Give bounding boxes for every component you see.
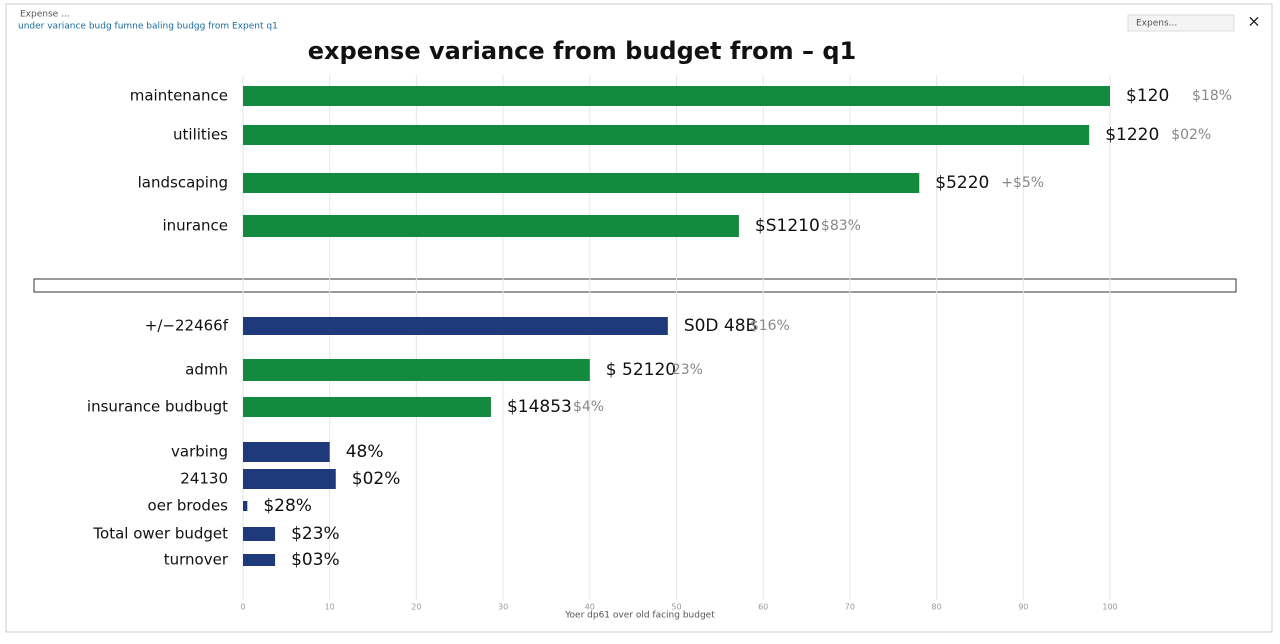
bar: [243, 554, 276, 566]
category-label: insurance budbugt: [87, 398, 228, 416]
x-tick-label: 100: [1102, 603, 1117, 612]
variance-label: $83%: [821, 218, 861, 234]
variance-label: $4%: [573, 399, 604, 415]
amount-label: $120: [1126, 86, 1169, 106]
bar: [243, 215, 739, 237]
category-label: maintenance: [130, 87, 228, 105]
search-box[interactable]: [1127, 14, 1235, 32]
category-label: Total ower budget: [92, 525, 228, 543]
bar: [243, 527, 276, 541]
amount-label: $28%: [263, 496, 312, 516]
x-tick-label: 0: [240, 603, 245, 612]
category-label: +/−22466f: [145, 317, 229, 335]
variance-label: $16%: [750, 318, 790, 334]
amount-label: $02%: [352, 469, 401, 489]
amount-label: $23%: [291, 524, 340, 544]
amount-label: $03%: [291, 550, 340, 570]
amount-label: 48%: [346, 442, 384, 462]
bar: [243, 469, 336, 489]
category-label: 24130: [180, 470, 228, 488]
x-tick-label: 50: [671, 603, 681, 612]
window-title: Expense ...: [20, 10, 70, 20]
amount-label: $5220: [935, 173, 989, 193]
category-label: oer brodes: [148, 497, 229, 515]
x-tick-label: 90: [1018, 603, 1028, 612]
x-tick-label: 40: [585, 603, 595, 612]
amount-label: $1220: [1105, 125, 1159, 145]
x-tick-label: 10: [325, 603, 335, 612]
footer: Yoer dp61 over old facing budget: [564, 611, 715, 621]
x-tick-label: 30: [498, 603, 508, 612]
close-button[interactable]: ×: [1247, 12, 1260, 31]
search-text: Expens...: [1136, 19, 1177, 29]
divider: [33, 278, 1237, 293]
variance-label: $18%: [1192, 88, 1232, 104]
category-label: varbing: [171, 443, 228, 461]
bar: [243, 173, 920, 193]
category-label: utilities: [173, 126, 228, 144]
variance-label: +$5%: [1001, 175, 1044, 191]
bar: [243, 359, 590, 381]
amount-label: $S1210: [755, 216, 820, 236]
bar: [243, 501, 248, 511]
amount-label: $14853: [507, 397, 572, 417]
variance-label: $02%: [1171, 127, 1211, 143]
category-label: landscaping: [138, 174, 228, 192]
category-label: admh: [185, 361, 228, 379]
category-label: turnover: [164, 551, 229, 569]
x-tick-label: 80: [932, 603, 942, 612]
category-label: inurance: [162, 217, 228, 235]
chart-title: expense variance from budget from – q1: [308, 37, 856, 65]
bar: [243, 125, 1090, 145]
x-tick-label: 70: [845, 603, 855, 612]
amount-label: S0D 48B: [684, 316, 757, 336]
bar: [243, 442, 330, 462]
x-tick-label: 60: [758, 603, 768, 612]
variance-label: 23%: [672, 362, 703, 378]
bar: [243, 317, 668, 335]
bar: [243, 86, 1110, 106]
amount-label: $ 52120: [606, 360, 676, 380]
bar: [243, 397, 491, 417]
x-tick-label: 20: [411, 603, 421, 612]
subtitle: under variance budg fumne baling budgg f…: [18, 22, 278, 32]
